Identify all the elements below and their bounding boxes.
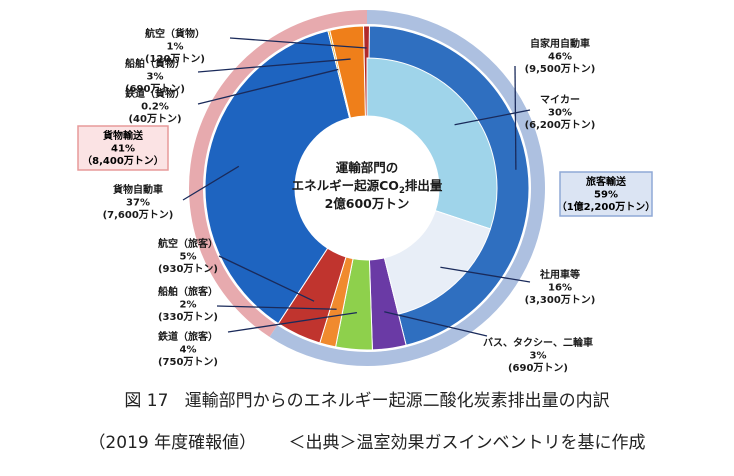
slice-label-7-1: 航空（旅客）: [158, 237, 218, 250]
slice-label-6-2: 2%: [180, 300, 197, 311]
slice-label-5-2: 4%: [180, 345, 197, 356]
center-line-1: 運輸部門の: [336, 160, 399, 175]
figure-source: （2019 年度確報値） ＜出典＞温室効果ガスインベントリを基に作成: [0, 428, 734, 453]
slice-label-10-1: 船舶（貨物）: [125, 57, 185, 70]
slice-label-10-3: (690万トン): [125, 83, 185, 95]
slice-label-9-1: 鉄道（貨物）: [125, 87, 185, 100]
slice-label-2-1: マイカー: [540, 94, 580, 106]
slice-label-11-3: (120万トン): [145, 53, 205, 65]
slice-label-1-3: (9,500万トン): [525, 63, 596, 75]
leader-3: [440, 266, 531, 283]
slice-label-11-1: 航空（貨物）: [145, 27, 205, 40]
slice-label-1-2: 46%: [548, 52, 572, 63]
slice-label-2-2: 30%: [548, 108, 572, 119]
group-boxes: 旅客輸送 59%（1億2,200万トン） 貨物輸送 41%（8,400万トン）: [77, 125, 656, 217]
group-box-text-2-3: （8,400万トン）: [82, 154, 164, 167]
center-line-2: エネルギー起源CO2排出量: [292, 178, 443, 196]
leader-11: [229, 37, 367, 49]
slice-label-10-2: 3%: [147, 72, 164, 83]
slice-label-6-1: 船舶（旅客）: [158, 285, 218, 298]
center-circle: [296, 117, 438, 259]
slice-label-4-3: (690万トン): [508, 362, 568, 374]
group-arc-2: [189, 10, 367, 337]
figure-title: 運輸部門からのエネルギー起源二酸化炭素排出量の内訳: [184, 391, 610, 411]
group-box-1: [559, 171, 653, 217]
leader-7: [218, 255, 315, 302]
leader-4: [384, 311, 488, 337]
figure-year: （2019 年度確報値）: [88, 433, 257, 453]
leader-1: [514, 65, 517, 170]
group-box-text-1-1: 旅客輸送: [586, 175, 627, 188]
leader-2: [454, 109, 531, 126]
center-line-3: 2億600万トン: [325, 196, 410, 211]
group-box-2: [77, 125, 169, 171]
slice-label-3-2: 16%: [548, 283, 572, 294]
figure-caption: 図 17 運輸部門からのエネルギー起源二酸化炭素排出量の内訳: [0, 386, 734, 411]
group-box-text-2-2: 41%: [111, 144, 135, 155]
slice-2: [366, 57, 498, 230]
group-box-text-2-1: 貨物輸送: [103, 129, 144, 142]
slice-3: [383, 210, 492, 315]
leader-6: [216, 305, 337, 310]
slice-label-1-1: 自家用自動車: [530, 37, 590, 50]
leader-10: [197, 58, 351, 73]
slice-labels: 自家用自動車 46%(9,500万トン) マイカー 30%(6,200万トン) 社用車等…: [103, 27, 596, 374]
group-box-text-1-3: （1億2,200万トン）: [557, 200, 656, 213]
group-box-text-1-2: 59%: [594, 190, 618, 201]
figure-number: 図 17: [124, 391, 169, 411]
slice-label-7-2: 5%: [180, 252, 197, 263]
slice-label-9-3: (40万トン): [128, 113, 181, 125]
slice-label-6-3: (330万トン): [158, 311, 218, 323]
slice-label-11-2: 1%: [167, 42, 184, 53]
outer-ring: [189, 10, 545, 366]
inner-ring: [204, 25, 530, 351]
slice-label-8-3: (7,600万トン): [103, 209, 174, 221]
slice-label-4-2: 3%: [530, 351, 547, 362]
slice-8: [204, 30, 351, 325]
slice-label-5-3: (750万トン): [158, 356, 218, 368]
slice-label-2-3: (6,200万トン): [525, 119, 596, 131]
slice-label-5-1: 鉄道（旅客）: [158, 330, 218, 343]
slice-label-9-2: 0.2%: [141, 102, 169, 113]
slice-label-8-2: 37%: [126, 198, 150, 209]
source-note: ＜出典＞温室効果ガスインベントリを基に作成: [288, 433, 646, 453]
slice-label-3-1: 社用車等: [539, 268, 580, 281]
leader-9: [197, 68, 339, 105]
slice-label-7-3: (930万トン): [158, 263, 218, 275]
slice-label-8-1: 貨物自動車: [113, 183, 163, 196]
leader-lines: [182, 37, 531, 337]
leader-5: [227, 311, 358, 333]
slice-label-4-1: バス、タクシー、二輪車: [483, 336, 593, 349]
leader-8: [182, 165, 240, 201]
slice-label-3-3: (3,300万トン): [525, 294, 596, 306]
